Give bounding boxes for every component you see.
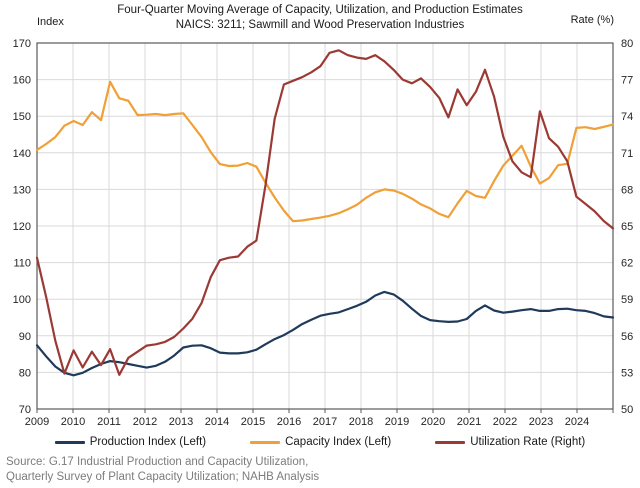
x-axis-label: 2010 (61, 416, 85, 428)
chart-legend: Production Index (Left) Capacity Index (… (0, 433, 640, 451)
x-axis-label: 2018 (349, 416, 373, 428)
y-axis-label-left: 150 (13, 111, 31, 123)
series-line-capacity-index-left (35, 80, 615, 223)
x-axis-label: 2013 (169, 416, 193, 428)
left-axis-unit-label: Index (37, 16, 64, 28)
x-axis-label: 2024 (565, 416, 589, 428)
source-note: Source: G.17 Industrial Production and C… (6, 455, 319, 485)
y-axis-label-right: 50 (621, 404, 633, 416)
legend-swatch-production-index (54, 440, 85, 444)
x-axis-label: 2015 (241, 416, 265, 428)
y-axis-label-right: 56 (621, 331, 633, 343)
right-axis-unit-label: Rate (%) (570, 14, 614, 26)
y-axis-label-left: 100 (13, 294, 31, 306)
source-line-1: Source: G.17 Industrial Production and C… (6, 456, 309, 468)
y-axis-label-left: 160 (13, 75, 31, 87)
chart-subtitle: NAICS: 3211; Sawmill and Wood Preservati… (175, 19, 465, 31)
chart-title: Four-Quarter Moving Average of Capacity,… (117, 4, 523, 16)
legend-item-production-index: Production Index (Left) (54, 436, 207, 448)
x-axis-label: 2022 (493, 416, 517, 428)
y-axis-label-left: 140 (13, 148, 31, 160)
series-line-production-index-left (35, 290, 615, 377)
y-axis-label-left: 120 (13, 221, 31, 233)
x-axis-label: 2014 (205, 416, 229, 428)
y-axis-label-left: 170 (13, 38, 31, 50)
y-axis-label-right: 65 (621, 221, 633, 233)
legend-item-utilization-rate: Utilization Rate (Right) (435, 436, 585, 448)
y-axis-label-left: 70 (19, 404, 31, 416)
y-axis-label-right: 77 (621, 75, 633, 87)
y-axis-label-right: 62 (621, 258, 633, 270)
y-axis-label-right: 68 (621, 184, 633, 196)
legend-swatch-capacity-index (250, 440, 281, 444)
x-axis-label: 2021 (457, 416, 481, 428)
y-axis-label-left: 80 (19, 367, 31, 379)
source-line-2: Quarterly Survey of Plant Capacity Utili… (6, 471, 320, 483)
x-axis-label: 2011 (97, 416, 121, 428)
x-axis-label: 2016 (277, 416, 301, 428)
legend-label-utilization-rate: Utilization Rate (Right) (470, 436, 586, 448)
y-axis-label-right: 71 (621, 148, 633, 160)
legend-label-production-index: Production Index (Left) (89, 436, 207, 448)
x-axis-label: 2017 (313, 416, 337, 428)
y-axis-label-right: 59 (621, 294, 633, 306)
x-axis-label: 2009 (25, 416, 49, 428)
series-line-utilization-rate-right (35, 49, 615, 376)
legend-label-capacity-index: Capacity Index (Left) (285, 436, 392, 448)
y-axis-label-right: 74 (621, 111, 633, 123)
y-axis-label-right: 53 (621, 367, 633, 379)
x-axis-label: 2012 (133, 416, 157, 428)
y-axis-label-left: 90 (19, 331, 31, 343)
x-axis-label: 2023 (529, 416, 553, 428)
y-axis-label-right: 80 (621, 38, 633, 50)
x-axis-label: 2020 (421, 416, 445, 428)
y-axis-label-left: 130 (13, 184, 31, 196)
x-axis-label: 2019 (385, 416, 409, 428)
y-axis-label-left: 110 (13, 258, 31, 270)
legend-swatch-utilization-rate (435, 440, 466, 444)
legend-item-capacity-index: Capacity Index (Left) (250, 436, 391, 448)
